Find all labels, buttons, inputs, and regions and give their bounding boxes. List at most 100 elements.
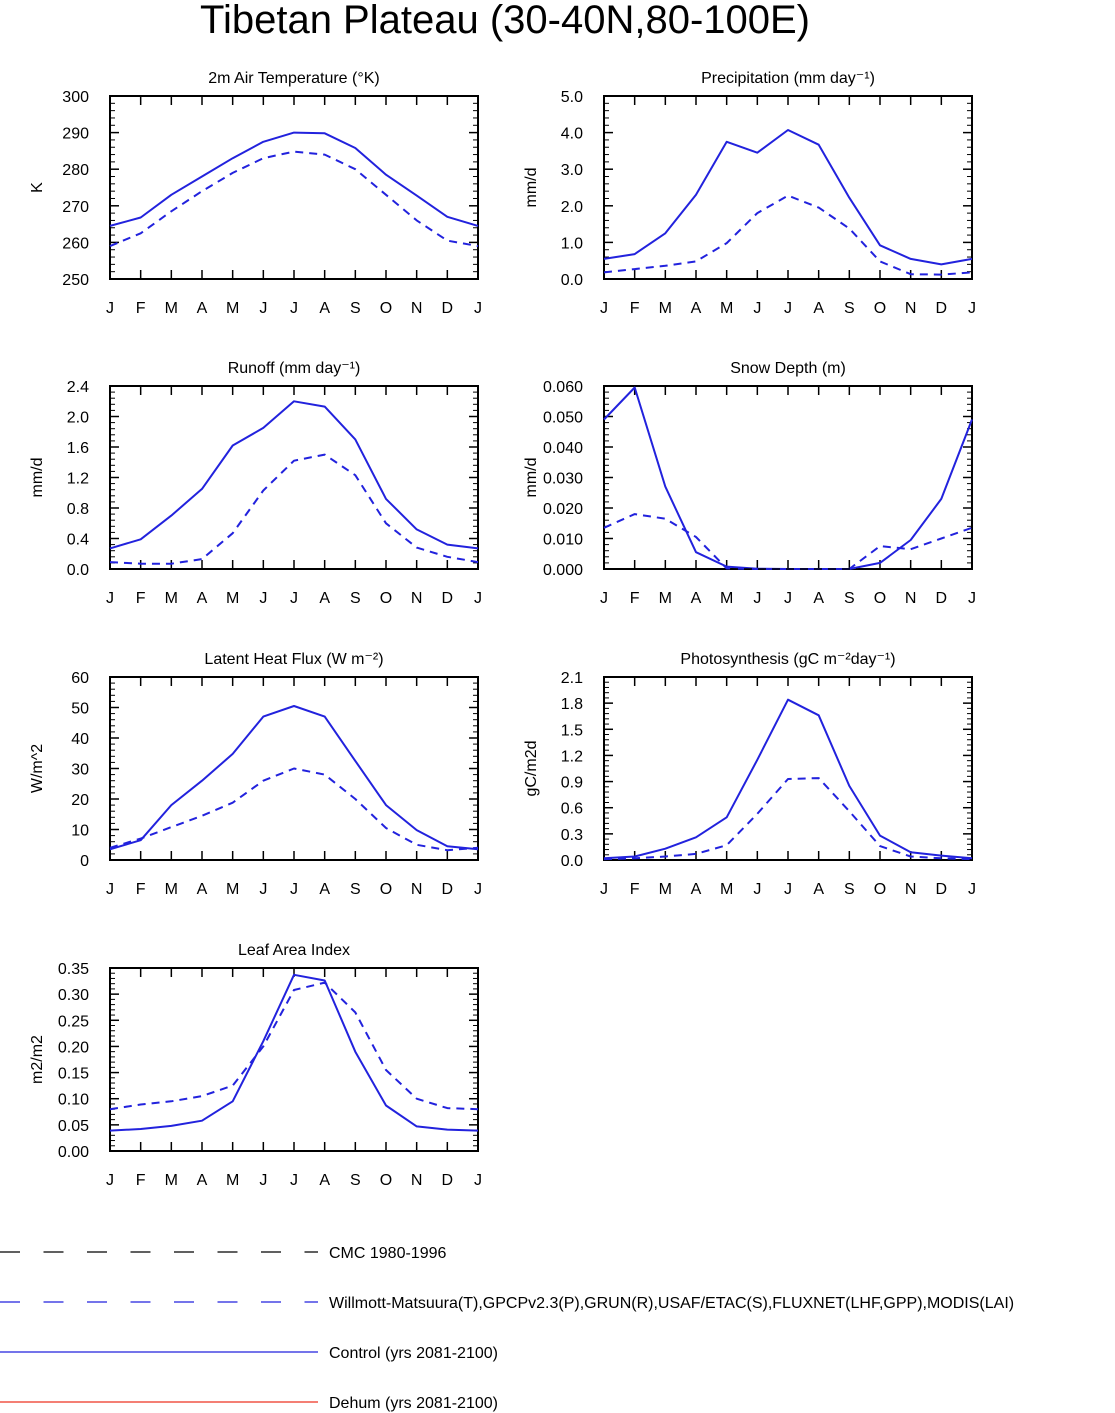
chart-title: Latent Heat Flux (W m⁻²) <box>204 651 383 668</box>
y-tick-label: 1.6 <box>67 440 89 457</box>
y-axis-label: mm/d <box>523 458 540 498</box>
chart-panel-4: Snow Depth (m) J F M A M J J A S O N D J 0.000 0.010 0.0… <box>523 360 976 607</box>
x-tick-label: J <box>753 300 761 317</box>
series-line-dashed <box>109 150 479 248</box>
x-tick-label: J <box>259 1172 267 1189</box>
plot-frame <box>603 676 973 861</box>
series-line-solid <box>109 400 479 550</box>
y-tick-label: 0.020 <box>543 501 583 518</box>
y-tick-label: 0.10 <box>58 1092 89 1109</box>
x-tick-label: M <box>226 590 239 607</box>
legend-label: Willmott-Matsuura(T),GPCPv2.3(P),GRUN(R)… <box>329 1295 1014 1312</box>
x-tick-label: A <box>691 300 702 317</box>
x-tick-label: O <box>380 590 392 607</box>
x-tick-label: J <box>600 590 608 607</box>
legend-label: Dehum (yrs 2081-2100) <box>329 1395 498 1412</box>
x-tick-label: A <box>197 590 208 607</box>
x-tick-label: J <box>474 300 482 317</box>
x-tick-label: O <box>874 590 886 607</box>
x-tick-label: N <box>411 1172 423 1189</box>
y-tick-label: 0.030 <box>543 471 583 488</box>
chart-panel-5: Latent Heat Flux (W m⁻²)J F M A M J J A S O N D J010… <box>29 651 482 898</box>
x-tick-label: J <box>474 590 482 607</box>
x-tick-label: N <box>905 881 917 898</box>
x-tick-label: J <box>259 300 267 317</box>
y-tick-label: 0.15 <box>58 1066 89 1083</box>
y-tick-label: 0.0 <box>67 562 89 579</box>
x-tick-label: A <box>691 881 702 898</box>
chart-title: Runoff (mm day⁻¹) <box>228 360 361 377</box>
series-line-dashed <box>109 767 479 852</box>
y-tick-label: 0.25 <box>58 1013 89 1030</box>
y-tick-label: 0.000 <box>543 562 583 579</box>
x-tick-label: J <box>106 881 114 898</box>
y-tick-label: 2.4 <box>67 379 89 396</box>
x-tick-label: J <box>784 881 792 898</box>
y-tick-label: 1.5 <box>561 722 583 739</box>
x-tick-label: O <box>874 300 886 317</box>
x-tick-label: J <box>474 881 482 898</box>
series-line-dashed <box>109 981 479 1111</box>
x-tick-label: M <box>720 881 733 898</box>
x-tick-label: M <box>226 881 239 898</box>
y-axis-label: K <box>29 182 46 193</box>
chart-title: Photosynthesis (gC m⁻²day⁻¹) <box>680 651 895 668</box>
series-line-solid <box>109 973 479 1132</box>
x-tick-label: F <box>630 590 640 607</box>
y-tick-label: 50 <box>71 701 89 718</box>
x-tick-label: N <box>411 881 423 898</box>
x-tick-label: M <box>226 300 239 317</box>
x-tick-label: A <box>197 300 208 317</box>
x-tick-label: J <box>259 590 267 607</box>
y-axis-label: gC/m2d <box>523 740 540 796</box>
x-tick-label: D <box>936 590 948 607</box>
y-tick-label: 30 <box>71 762 89 779</box>
x-tick-label: F <box>136 1172 146 1189</box>
x-tick-label: O <box>380 881 392 898</box>
x-tick-label: J <box>784 590 792 607</box>
x-tick-label: M <box>720 300 733 317</box>
y-tick-label: 3.0 <box>561 162 583 179</box>
chart-panel-7: Leaf Area Index J F M A M J J A S O N D J 0.00 0.05 0.10… <box>29 942 482 1189</box>
x-tick-label: S <box>844 590 855 607</box>
plot-frame <box>603 95 973 280</box>
x-tick-label: D <box>442 881 454 898</box>
legend-item: Dehum (yrs 2081-2100) <box>0 1395 498 1412</box>
x-tick-label: D <box>936 881 948 898</box>
y-tick-label: 0 <box>80 853 89 870</box>
x-tick-label: J <box>290 590 298 607</box>
y-axis-label: m2/m2 <box>29 1035 46 1084</box>
y-tick-label: 0.9 <box>561 775 583 792</box>
x-tick-label: S <box>350 590 361 607</box>
series-line-solid <box>603 386 973 570</box>
y-tick-label: 0.35 <box>58 961 89 978</box>
x-tick-label: J <box>290 1172 298 1189</box>
y-tick-label: 5.0 <box>561 89 583 106</box>
plot-frame <box>109 95 479 280</box>
x-tick-label: A <box>197 1172 208 1189</box>
y-tick-label: 2.0 <box>561 199 583 216</box>
plot-frame <box>109 385 479 570</box>
x-tick-label: J <box>968 881 976 898</box>
legend-item: Control (yrs 2081-2100) <box>0 1345 498 1362</box>
x-tick-label: S <box>350 300 361 317</box>
x-tick-label: M <box>165 1172 178 1189</box>
chart-panel-6: Photosynthesis (gC m⁻²day⁻¹) J F M A M J J A S O N D… <box>523 651 976 898</box>
legend-label: CMC 1980-1996 <box>329 1245 447 1262</box>
x-tick-label: O <box>380 300 392 317</box>
y-axis-label: mm/d <box>29 458 46 498</box>
x-tick-label: J <box>753 881 761 898</box>
x-tick-label: A <box>813 590 824 607</box>
x-tick-label: N <box>905 300 917 317</box>
x-tick-label: F <box>136 881 146 898</box>
x-tick-label: M <box>165 300 178 317</box>
x-tick-label: S <box>350 881 361 898</box>
y-tick-label: 0.0 <box>561 272 583 289</box>
x-tick-label: J <box>106 300 114 317</box>
y-tick-label: 280 <box>62 162 89 179</box>
y-tick-label: 250 <box>62 272 89 289</box>
y-tick-label: 2.0 <box>67 410 89 427</box>
y-tick-label: 0.4 <box>67 532 89 549</box>
x-tick-label: M <box>226 1172 239 1189</box>
